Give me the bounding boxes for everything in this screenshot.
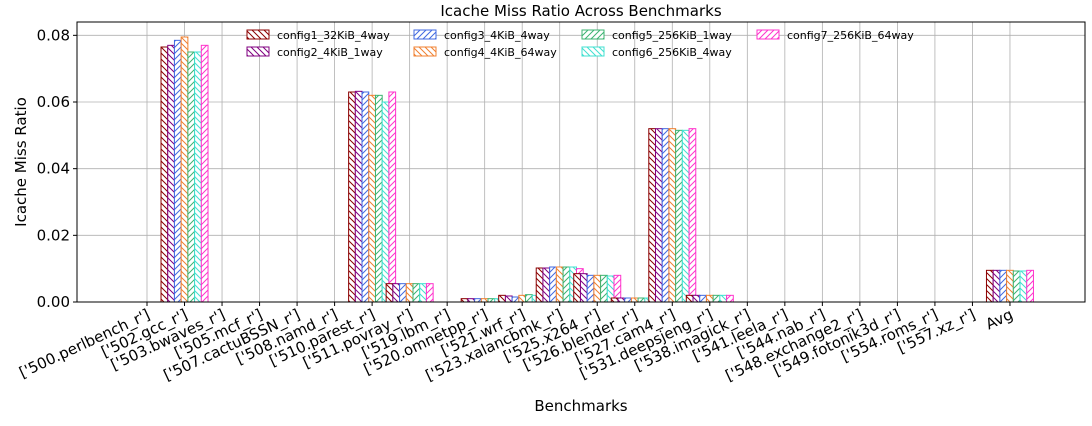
y-tick-label: 0.04 (37, 160, 70, 178)
bar (518, 294, 527, 303)
bar (719, 294, 728, 303)
bar (187, 51, 196, 303)
bar (654, 128, 663, 303)
legend-label: config1_32KiB_4way (277, 29, 390, 42)
bar (688, 128, 697, 303)
bar (705, 294, 714, 303)
legend-swatch (581, 29, 605, 40)
bar (1019, 270, 1028, 303)
bar (661, 128, 670, 303)
chart-title: Icache Miss Ratio Across Benchmarks (440, 2, 721, 20)
bar (194, 51, 202, 303)
y-tick-label: 0.00 (37, 293, 70, 311)
bar (361, 91, 370, 303)
legend-swatch (581, 46, 605, 57)
bar (586, 274, 595, 303)
bar (525, 294, 533, 303)
x-tick-label: Avg (983, 305, 1016, 333)
bar (348, 91, 356, 303)
bar (562, 266, 571, 303)
bar (419, 283, 427, 303)
bar (712, 294, 721, 303)
bar (498, 294, 506, 303)
bar (535, 267, 544, 303)
bar (726, 294, 734, 303)
bar (579, 273, 588, 303)
bar (668, 128, 677, 303)
bar (399, 283, 407, 303)
bar (354, 90, 363, 303)
bar (600, 274, 608, 303)
bar (675, 129, 683, 303)
bar (992, 269, 1001, 303)
bar (160, 46, 169, 303)
bar (593, 274, 602, 303)
bar (549, 266, 557, 303)
bar (405, 283, 414, 303)
bar (699, 294, 707, 303)
legend-label: config3_4KiB_4way (444, 29, 550, 42)
legend-label: config2_4KiB_1way (277, 46, 383, 59)
bar (504, 295, 513, 303)
bar (173, 39, 182, 303)
legend-swatch (413, 29, 437, 40)
bar (368, 94, 376, 303)
bar (200, 44, 209, 303)
legend-swatch (756, 29, 780, 40)
bar (542, 267, 551, 303)
bar (617, 297, 626, 303)
legend-label: config5_256KiB_1way (612, 29, 732, 42)
x-axis-label: Benchmarks (534, 397, 627, 415)
y-tick-label: 0.02 (37, 226, 70, 244)
bar (374, 94, 383, 303)
legend-swatch (246, 29, 270, 40)
bar (167, 44, 175, 303)
bar (388, 91, 397, 303)
legend-swatch (246, 46, 270, 57)
bar (1012, 270, 1021, 303)
bar (573, 273, 581, 303)
bar (180, 36, 189, 303)
bar (692, 294, 701, 303)
legend-label: config6_256KiB_4way (612, 46, 732, 59)
y-tick-label: 0.06 (37, 93, 70, 111)
bar (1006, 269, 1014, 303)
legend-swatch (413, 46, 437, 57)
bar (381, 101, 390, 303)
y-axis-label: Icache Miss Ratio (12, 97, 30, 227)
legend-label: config4_4KiB_64way (444, 46, 557, 59)
bar (511, 296, 520, 303)
bar (624, 297, 632, 303)
bar (1026, 269, 1034, 303)
bar (555, 266, 564, 303)
bar (630, 297, 639, 303)
bar (985, 269, 994, 303)
bar (385, 283, 394, 303)
bar (610, 297, 619, 303)
bar (412, 283, 421, 303)
bar (681, 129, 690, 303)
bar (685, 294, 694, 303)
y-tick-label: 0.08 (37, 26, 70, 44)
bar (392, 283, 401, 303)
legend-label: config7_256KiB_64way (787, 29, 914, 42)
bar (637, 297, 646, 303)
bar (425, 283, 434, 303)
bar (648, 128, 656, 303)
bar (999, 269, 1008, 303)
plot-frame (76, 21, 1086, 303)
